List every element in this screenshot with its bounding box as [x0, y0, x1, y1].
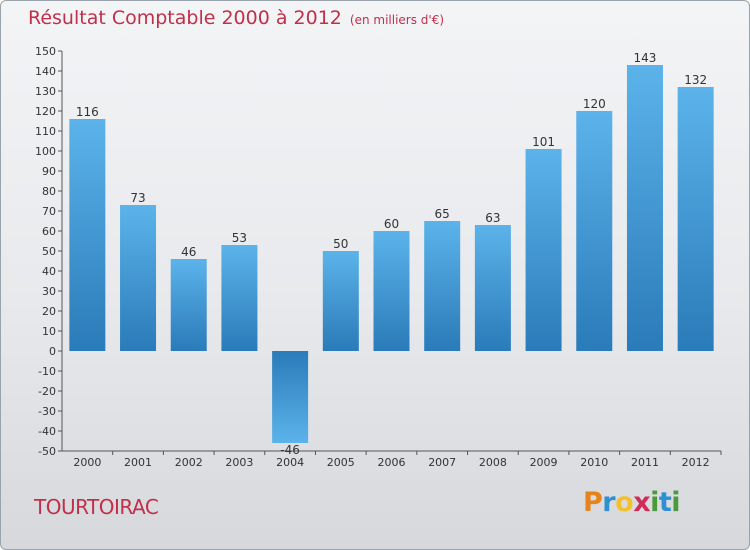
value-label-2004: -46: [280, 443, 300, 457]
bar-2001: [120, 205, 157, 351]
logo-letter: i: [650, 487, 659, 518]
city-name: TOURTOIRAC: [34, 495, 159, 519]
x-tick-label-2005: 2005: [327, 456, 355, 469]
y-tick-label: 30: [42, 285, 56, 298]
y-tick-label: 20: [42, 305, 56, 318]
bar-2008: [474, 225, 511, 351]
logo-letter: i: [671, 487, 681, 518]
x-tick-label-2002: 2002: [175, 456, 203, 469]
y-tick-label: 150: [35, 45, 56, 58]
value-label-2001: 73: [130, 191, 145, 205]
x-tick-label-2007: 2007: [428, 456, 456, 469]
y-tick-label: 110: [35, 125, 56, 138]
x-tick-label-2006: 2006: [378, 456, 406, 469]
x-tick-label-2003: 2003: [225, 456, 253, 469]
logo-letter: P: [583, 487, 603, 518]
y-tick-label: 50: [42, 245, 56, 258]
bar-2011: [626, 65, 663, 351]
chart-subtitle: (en milliers d'€): [349, 13, 445, 27]
y-tick-label: 120: [35, 105, 56, 118]
value-label-2011: 143: [634, 51, 657, 65]
y-tick-label: 10: [42, 325, 56, 338]
logo-letter: x: [633, 487, 651, 518]
bar-2007: [424, 221, 461, 351]
bar-2000: [69, 119, 106, 351]
x-tick-label-2010: 2010: [580, 456, 608, 469]
x-tick-label-2008: 2008: [479, 456, 507, 469]
x-tick-label-2000: 2000: [73, 456, 101, 469]
y-tick-label: 140: [35, 65, 56, 78]
x-tick-label-2004: 2004: [276, 456, 304, 469]
bar-2004: [272, 351, 309, 443]
bar-2009: [525, 149, 562, 351]
x-tick-label-2009: 2009: [530, 456, 558, 469]
y-tick-label: 0: [49, 345, 56, 358]
value-label-2003: 53: [232, 231, 247, 245]
y-tick-label: 90: [42, 165, 56, 178]
x-tick-label-2012: 2012: [682, 456, 710, 469]
x-tick-label-2011: 2011: [631, 456, 659, 469]
y-tick-label: 80: [42, 185, 56, 198]
title-text: Résultat Comptable 2000 à 2012: [28, 7, 342, 29]
y-tick-label: 70: [42, 205, 56, 218]
y-tick-label: -40: [38, 425, 56, 438]
proxiti-logo[interactable]: Proxiti: [583, 487, 681, 518]
y-tick-label: 40: [42, 265, 56, 278]
bar-2002: [170, 259, 207, 351]
y-tick-label: -20: [38, 385, 56, 398]
value-label-2009: 101: [532, 135, 555, 149]
value-label-2010: 120: [583, 97, 606, 111]
y-tick-label: 100: [35, 145, 56, 158]
chart-title: Résultat Comptable 2000 à 2012 (en millie…: [28, 7, 444, 29]
logo-letter: o: [615, 487, 634, 518]
x-tick-label-2001: 2001: [124, 456, 152, 469]
value-label-2002: 46: [181, 245, 196, 259]
value-label-2012: 132: [684, 73, 707, 87]
logo-letter: r: [602, 487, 616, 518]
value-label-2005: 50: [333, 237, 348, 251]
bar-2005: [322, 251, 359, 351]
y-tick-label: -30: [38, 405, 56, 418]
value-label-2006: 60: [384, 217, 399, 231]
bar-2003: [221, 245, 258, 351]
bar-2006: [373, 231, 410, 351]
bar-2010: [576, 111, 613, 351]
value-label-2000: 116: [76, 105, 99, 119]
y-tick-label: 130: [35, 85, 56, 98]
bar-2012: [677, 87, 714, 351]
y-tick-label: -10: [38, 365, 56, 378]
value-label-2007: 65: [435, 207, 450, 221]
logo-letter: t: [658, 487, 672, 518]
y-tick-label: 60: [42, 225, 56, 238]
value-label-2008: 63: [485, 211, 500, 225]
y-tick-label: -50: [38, 445, 56, 458]
